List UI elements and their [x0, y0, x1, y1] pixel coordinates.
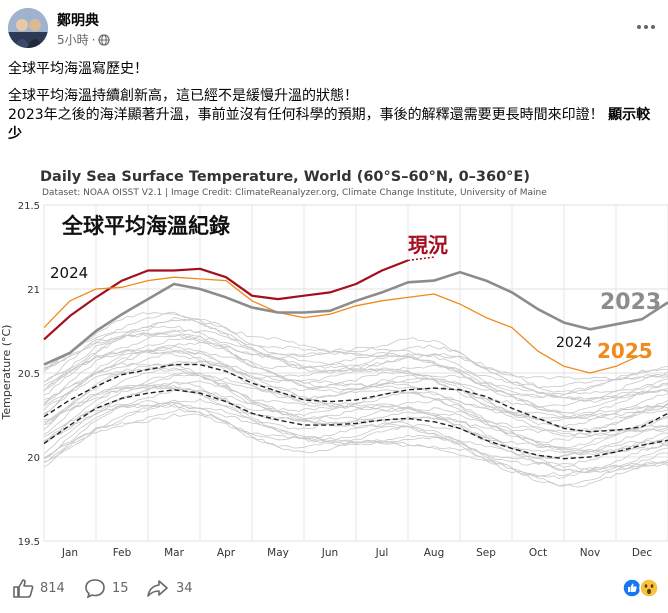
globe-icon — [98, 33, 111, 46]
x-tick-label: Jun — [321, 547, 338, 559]
like-reaction-icon — [622, 578, 642, 598]
chart-subtitle: Dataset: NOAA OISST V2.1 | Image Credit:… — [42, 188, 547, 198]
x-tick-label: Mar — [164, 547, 184, 559]
see-less-link[interactable]: 顯示較少 — [8, 107, 651, 142]
historical-year-line — [43, 350, 668, 420]
y-tick-label: 21.5 — [18, 201, 40, 212]
historical-lines — [43, 311, 668, 488]
historical-year-line — [43, 401, 668, 480]
post-footer: 814 15 34 — [0, 568, 668, 613]
historical-year-line — [43, 347, 668, 420]
series-2024-current-dots — [407, 256, 435, 262]
series-2023-line — [43, 270, 668, 366]
x-tick-label: Oct — [529, 547, 547, 559]
share-count: 34 — [176, 580, 193, 596]
historical-year-line — [43, 384, 668, 455]
x-axis: Jan Feb Mar Apr May Jun Jul Aug Sep Oct Nov Dec — [61, 547, 652, 559]
post-line-2: 全球平均海溫持續創新高，這已經不是緩慢升溫的狀態！ — [8, 88, 358, 104]
historical-year-line — [43, 398, 668, 472]
historical-year-line — [43, 317, 668, 393]
x-tick-label: Jan — [61, 547, 78, 559]
x-tick-label: Aug — [424, 547, 445, 559]
x-tick-label: May — [267, 547, 289, 559]
comment-icon — [85, 579, 105, 598]
avatar[interactable] — [8, 8, 48, 48]
y-axis-label: Temperature (°C) — [0, 325, 13, 421]
like-icon — [13, 579, 34, 598]
share-action[interactable]: 34 — [146, 578, 193, 598]
mean-upper-dashed-line — [43, 363, 668, 433]
label-2023: 2023 — [600, 290, 661, 315]
like-action[interactable]: 814 — [12, 578, 65, 598]
x-tick-label: Apr — [217, 547, 236, 559]
historical-year-line — [43, 380, 668, 452]
comment-action[interactable]: 15 — [84, 578, 129, 598]
now-label: 現況 — [408, 233, 448, 257]
historical-year-line — [43, 311, 668, 381]
post-body: 全球平均海溫寫歷史！ 全球平均海溫持續創新高，這已經不是緩慢升溫的狀態！ 202… — [8, 60, 660, 144]
post-meta: 5小時 · — [57, 31, 111, 48]
reaction-summary[interactable] — [622, 576, 662, 600]
x-tick-label: Jul — [375, 547, 389, 559]
series-2025-line — [43, 276, 643, 374]
historical-year-line — [43, 403, 668, 477]
label-2024-left: 2024 — [50, 264, 88, 282]
historical-year-line — [43, 329, 668, 408]
x-tick-label: Nov — [580, 547, 601, 559]
historical-year-line — [43, 317, 668, 395]
y-tick-label: 20 — [27, 453, 40, 464]
post-header: 鄭明典 5小時 · — [0, 0, 668, 56]
wow-reaction-icon — [639, 578, 659, 598]
series-layer — [43, 256, 668, 460]
label-2025: 2025 — [597, 339, 653, 363]
x-tick-label: Dec — [632, 547, 653, 559]
more-icon[interactable] — [636, 14, 656, 35]
share-icon — [147, 580, 168, 597]
historical-year-line — [43, 403, 668, 473]
inner-title: 全球平均海溫紀錄 — [61, 214, 230, 238]
chart-title: Daily Sea Surface Temperature, World (60… — [40, 169, 530, 185]
historical-year-line — [43, 337, 668, 414]
y-tick-label: 19.5 — [18, 537, 40, 548]
y-tick-label: 21 — [27, 285, 40, 296]
post-line-1: 全球平均海溫寫歷史！ — [8, 61, 148, 77]
label-2024-right: 2024 — [556, 335, 592, 351]
series-2024-line — [43, 259, 409, 341]
historical-year-line — [43, 408, 668, 487]
like-count: 814 — [40, 580, 65, 596]
post-time[interactable]: 5小時 — [57, 33, 89, 47]
y-axis: 21.5 21 20.5 20 19.5 — [18, 201, 40, 548]
chart-grid — [43, 204, 668, 542]
historical-year-line — [43, 329, 668, 402]
x-tick-label: Sep — [476, 547, 496, 559]
post-line-3-text: 2023年之後的海洋顯著升溫，事前並沒有任何科學的預期，事後的解釋還需要更長時間… — [8, 107, 604, 123]
historical-year-line — [43, 367, 668, 443]
avatar-image — [8, 8, 48, 48]
post-line-3: 2023年之後的海洋顯著升溫，事前並沒有任何科學的預期，事後的解釋還需要更長時間… — [8, 106, 660, 144]
historical-year-line — [43, 400, 668, 471]
historical-year-line — [43, 363, 668, 434]
meta-separator: · — [91, 32, 96, 47]
sst-chart: Daily Sea Surface Temperature, World (60… — [0, 169, 668, 559]
chart-image[interactable]: Daily Sea Surface Temperature, World (60… — [0, 157, 668, 568]
mean-lower-dashed-line — [43, 389, 668, 460]
author-name[interactable]: 鄭明典 — [57, 13, 99, 29]
historical-year-line — [43, 386, 668, 455]
historical-year-line — [43, 360, 668, 437]
comment-count: 15 — [112, 580, 129, 596]
historical-year-line — [43, 413, 668, 488]
historical-year-line — [43, 346, 668, 423]
historical-year-line — [43, 313, 668, 389]
x-tick-label: Feb — [113, 547, 132, 559]
y-tick-label: 20.5 — [18, 369, 40, 380]
